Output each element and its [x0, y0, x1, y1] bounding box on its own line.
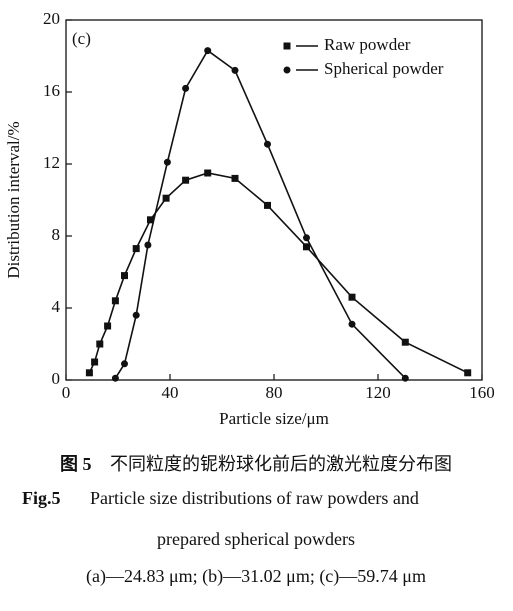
- data-point: [231, 66, 239, 74]
- caption-cn-text: 不同粒度的铌粉球化前后的激光粒度分布图: [110, 454, 452, 474]
- x-axis-title: Particle size/μm: [219, 409, 329, 428]
- caption-en-line: prepared spherical powders: [157, 529, 355, 549]
- data-point: [121, 272, 128, 280]
- data-point: [303, 243, 310, 251]
- data-point: [264, 201, 271, 209]
- caption-en-label: Fig.5: [22, 488, 61, 508]
- y-tick-label: 16: [43, 81, 60, 100]
- y-tick-label: 8: [52, 225, 61, 244]
- x-tick-label: 40: [162, 383, 179, 402]
- panel-label: (c): [72, 29, 91, 48]
- data-point: [231, 174, 239, 182]
- legend-label: Spherical powder: [324, 59, 444, 78]
- y-tick-label: 0: [52, 369, 61, 388]
- data-point: [111, 374, 119, 382]
- data-point: [464, 369, 472, 377]
- y-tick-label: 20: [43, 9, 60, 28]
- y-axis-title: Distribution interval/%: [4, 121, 23, 278]
- x-tick-label: 80: [266, 383, 283, 402]
- series-line: [114, 49, 406, 379]
- data-point: [264, 140, 271, 148]
- x-tick-label: 0: [62, 383, 71, 402]
- data-point: [147, 216, 154, 224]
- data-point: [111, 297, 119, 305]
- caption-note: (a)—24.83 μm; (b)—31.02 μm; (c)—59.74 μm: [86, 566, 426, 587]
- x-tick-label: 120: [365, 383, 391, 402]
- legend-marker: [283, 42, 291, 50]
- caption-en-line: Particle size distributions of raw powde…: [90, 488, 419, 508]
- data-point: [132, 311, 140, 319]
- data-point: [401, 338, 409, 346]
- legend-label: Raw powder: [324, 35, 411, 54]
- data-point: [348, 320, 356, 328]
- data-point: [91, 358, 99, 366]
- data-point: [132, 245, 140, 253]
- data-point: [204, 47, 212, 55]
- data-point: [348, 293, 356, 301]
- caption-cn-label: 图 5: [60, 454, 92, 474]
- data-point: [121, 360, 128, 368]
- data-point: [182, 176, 190, 184]
- data-point: [401, 374, 409, 382]
- data-point: [163, 158, 171, 166]
- series-line: [88, 172, 469, 374]
- y-tick-label: 12: [43, 153, 60, 172]
- data-point: [303, 234, 310, 242]
- legend-marker: [283, 66, 291, 74]
- data-point: [144, 241, 152, 249]
- data-point: [104, 322, 112, 330]
- data-point: [182, 84, 190, 92]
- data-point: [204, 169, 212, 177]
- data-point: [162, 194, 170, 202]
- data-point: [96, 340, 104, 348]
- data-point: [85, 369, 93, 377]
- y-tick-label: 4: [52, 297, 61, 316]
- x-tick-label: 160: [469, 383, 495, 402]
